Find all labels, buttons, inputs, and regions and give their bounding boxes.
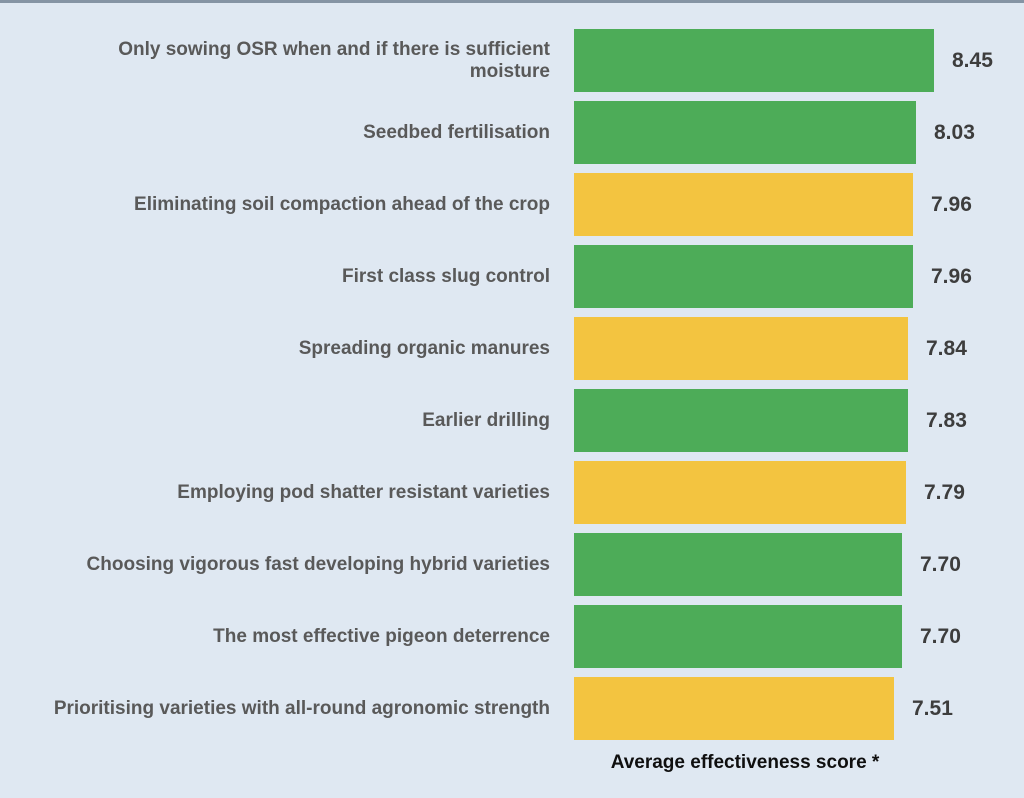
category-label: First class slug control (342, 265, 550, 287)
bar-row: Prioritising varieties with all-round ag… (0, 677, 1024, 749)
bar-row: Spreading organic manures 7.84 (0, 317, 1024, 389)
bar-row: Choosing vigorous fast developing hybrid… (0, 533, 1024, 605)
bar-row: Seedbed fertilisation 8.03 (0, 101, 1024, 173)
x-axis-label: Average effectiveness score * (610, 752, 880, 773)
category-label: Earlier drilling (422, 409, 550, 431)
category-label: Prioritising varieties with all-round ag… (53, 697, 550, 719)
bar (574, 533, 902, 596)
value-label: 8.45 (952, 48, 993, 72)
bar (574, 245, 913, 308)
value-label: 7.84 (926, 336, 967, 360)
bar (574, 461, 906, 524)
category-label: Only sowing OSR when and if there is suf… (118, 38, 550, 82)
bar (574, 389, 908, 452)
value-label: 7.96 (931, 192, 972, 216)
bar-row: Only sowing OSR when and if there is suf… (0, 29, 1024, 101)
bar-row: First class slug control 7.96 (0, 245, 1024, 317)
value-label: 8.03 (934, 120, 975, 144)
value-label: 7.79 (924, 480, 965, 504)
category-label: The most effective pigeon deterrence (213, 625, 550, 647)
value-label: 7.83 (926, 408, 967, 432)
top-edge-strip (0, 0, 1024, 3)
bar (574, 677, 894, 740)
value-label: 7.70 (920, 552, 961, 576)
category-label: Employing pod shatter resistant varietie… (177, 481, 550, 503)
category-label: Seedbed fertilisation (363, 121, 550, 143)
bar-row: Employing pod shatter resistant varietie… (0, 461, 1024, 533)
category-label: Choosing vigorous fast developing hybrid… (86, 553, 550, 575)
bar-row: The most effective pigeon deterrence 7.7… (0, 605, 1024, 677)
value-label: 7.51 (912, 696, 953, 720)
bar-row: Eliminating soil compaction ahead of the… (0, 173, 1024, 245)
bar (574, 101, 916, 164)
bar (574, 173, 913, 236)
value-label: 7.96 (931, 264, 972, 288)
bar (574, 29, 934, 92)
bar-row: Earlier drilling 7.83 (0, 389, 1024, 461)
bar-rows: Only sowing OSR when and if there is suf… (0, 29, 1024, 749)
value-label: 7.70 (920, 624, 961, 648)
category-label: Spreading organic manures (298, 337, 550, 359)
category-label: Eliminating soil compaction ahead of the… (134, 193, 550, 215)
bar (574, 317, 908, 380)
bar (574, 605, 902, 668)
